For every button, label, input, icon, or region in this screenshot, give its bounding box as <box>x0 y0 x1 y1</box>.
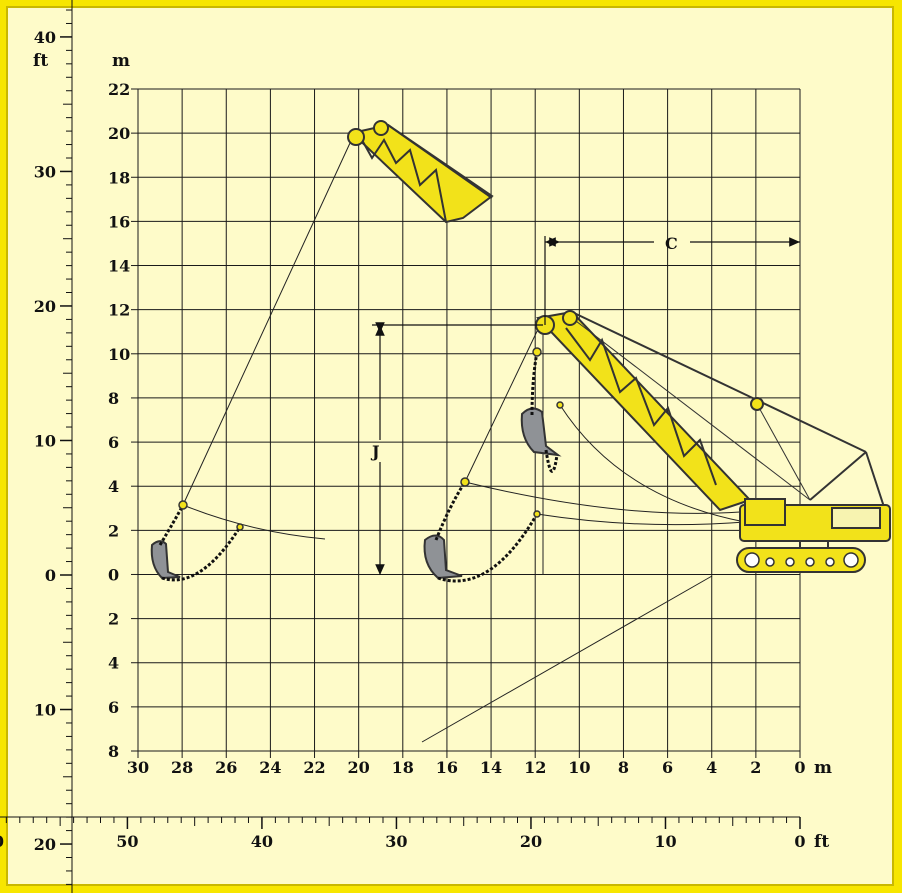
y-tick-label-m: 2 <box>108 521 119 540</box>
y-tick-label-m: 8 <box>108 742 119 761</box>
boom-tip-icon <box>178 347 564 531</box>
x-tick-label-ft: 60 <box>0 832 4 851</box>
x-axis-feet-labels: 1009080706050403020100 <box>0 832 806 851</box>
x-tick-label-m: 2 <box>750 758 761 777</box>
y-tick-label-m: 18 <box>108 168 130 187</box>
m-unit-top: m <box>112 51 130 71</box>
m-unit-bottom: m <box>814 758 832 778</box>
y-tick-label-m: 16 <box>108 212 130 231</box>
y-tick-label-m: 22 <box>108 80 130 99</box>
y-tick-label-m: 4 <box>108 477 119 496</box>
x-tick-label-m: 20 <box>348 758 370 777</box>
y-tick-label-m: 10 <box>108 345 130 364</box>
x-axis-metre-labels: 30 28 26 24 22 20 18 16 14 12 10 8 6 4 2 0 <box>127 758 806 777</box>
y-tick-label-m: 6 <box>108 433 119 452</box>
x-tick-label-ft: 40 <box>251 832 273 851</box>
y-tick-label-m: 12 <box>108 301 130 320</box>
x-tick-label-m: 26 <box>215 758 237 777</box>
y-tick-label-ft: 30 <box>34 162 56 181</box>
y-tick-label-ft: 10 <box>34 431 56 450</box>
x-tick-label-m: 22 <box>303 758 325 777</box>
y-tick-label-m: 4 <box>108 654 119 673</box>
x-tick-label-ft: 30 <box>385 832 407 851</box>
y-tick-label-m: 2 <box>108 610 119 629</box>
x-tick-label-ft: 0 <box>794 832 805 851</box>
x-tick-label-ft: 50 <box>116 832 138 851</box>
bucket-chains <box>158 351 559 583</box>
y-tick-label-ft: 10 <box>34 701 56 720</box>
x-tick-label-m: 6 <box>662 758 673 777</box>
y-tick-label-ft: 40 <box>34 28 56 47</box>
dimension-c-label: C <box>665 234 678 253</box>
y-tick-label-m: 0 <box>108 565 119 584</box>
x-tick-label-m: 8 <box>618 758 629 777</box>
x-tick-label-m: 4 <box>706 758 717 777</box>
y-tick-label-m: 6 <box>108 698 119 717</box>
x-tick-label-m: 28 <box>171 758 193 777</box>
x-tick-label-m: 10 <box>568 758 590 777</box>
y-tick-label-m: 14 <box>108 257 130 276</box>
x-tick-label-m: 30 <box>127 758 149 777</box>
x-tick-label-ft: 10 <box>654 832 676 851</box>
x-tick-label-m: 24 <box>259 758 281 777</box>
x-tick-label-m: 18 <box>392 758 414 777</box>
y-axis-feet-labels: 7060504030201001020 <box>34 28 56 854</box>
x-tick-label-m: 0 <box>794 758 805 777</box>
dimension-c <box>544 236 800 325</box>
boom-upper-position <box>347 120 494 224</box>
dimension-j-label: J <box>370 442 380 461</box>
feet-scale-horizontal <box>0 816 801 829</box>
y-tick-label-m: 8 <box>108 389 119 408</box>
crawler-crane-icon <box>736 498 891 573</box>
x-tick-label-m: 12 <box>524 758 546 777</box>
x-tick-label-ft: 20 <box>520 832 542 851</box>
dragline-bucket-icon <box>150 407 562 580</box>
ft-unit-top: ft <box>33 51 48 71</box>
working-range-lines <box>182 129 746 743</box>
dimension-j <box>372 322 543 575</box>
y-tick-label-ft: 20 <box>34 297 56 316</box>
y-tick-label-ft: 20 <box>34 835 56 854</box>
y-tick-label-m: 20 <box>108 124 130 143</box>
ft-unit-bottom: ft <box>814 832 829 852</box>
feet-scale-vertical <box>60 0 73 893</box>
x-tick-label-m: 14 <box>480 758 502 777</box>
diagram-panel <box>6 6 894 886</box>
x-tick-label-m: 16 <box>436 758 458 777</box>
crane-boom <box>535 310 886 512</box>
y-tick-label-ft: 0 <box>45 566 56 585</box>
